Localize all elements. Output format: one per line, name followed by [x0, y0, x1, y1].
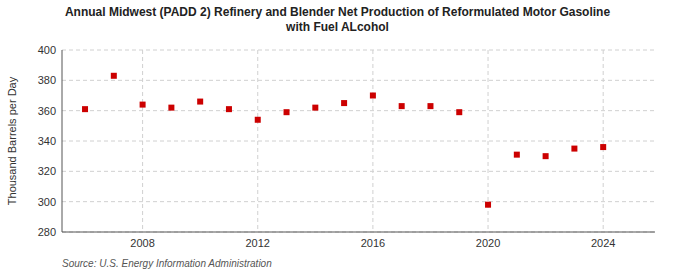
plot-area [62, 50, 655, 232]
grid [62, 50, 655, 232]
x-axis-line [62, 232, 655, 233]
grid-line-x [603, 50, 604, 232]
chart-svg: Annual Midwest (PADD 2) Refinery and Ble… [0, 0, 675, 275]
grid-line-y [62, 171, 655, 172]
point [284, 109, 290, 115]
y-tick-label: 320 [38, 165, 56, 177]
point [543, 153, 549, 159]
y-tick-label: 340 [38, 135, 56, 147]
x-tick-label: 2012 [246, 237, 270, 249]
point [456, 109, 462, 115]
grid-line-y [62, 110, 655, 111]
chart-container: Annual Midwest (PADD 2) Refinery and Ble… [0, 0, 675, 275]
grid-line-y [62, 232, 655, 233]
point [168, 105, 174, 111]
chart-title: Annual Midwest (PADD 2) Refinery and Ble… [65, 5, 610, 34]
point [226, 106, 232, 112]
x-tick-label: 2008 [130, 237, 154, 249]
point [312, 105, 318, 111]
y-tick-label: 280 [38, 226, 56, 238]
grid-line-y [62, 141, 655, 142]
point [341, 100, 347, 106]
grid-line-x [372, 50, 373, 232]
title-line: Annual Midwest (PADD 2) Refinery and Ble… [65, 5, 610, 19]
y-axis-line [62, 50, 63, 232]
y-tick-label: 360 [38, 105, 56, 117]
point [600, 144, 606, 150]
x-tick-label: 2016 [361, 237, 385, 249]
point [111, 73, 117, 79]
point [571, 146, 577, 152]
point [370, 93, 376, 99]
point [427, 103, 433, 109]
y-tick-label: 380 [38, 74, 56, 86]
source-note: Source: U.S. Energy Information Administ… [62, 258, 272, 269]
y-tick-label: 300 [38, 196, 56, 208]
grid-line-x [142, 50, 143, 232]
point [255, 117, 261, 123]
y-axis-label: Thousand Barrels per Day [6, 76, 18, 205]
point [140, 102, 146, 108]
point [82, 106, 88, 112]
point [485, 202, 491, 208]
x-tick-label: 2024 [591, 237, 615, 249]
point [514, 152, 520, 158]
grid-line-y [62, 80, 655, 81]
y-tick-label: 400 [38, 44, 56, 56]
grid-line-x [257, 50, 258, 232]
grid-line-y [62, 201, 655, 202]
x-tick-label: 2020 [476, 237, 500, 249]
points [82, 73, 606, 208]
title-line: with Fuel ALcohol [285, 20, 389, 34]
point [197, 99, 203, 105]
grid-line-y [62, 50, 655, 51]
point [399, 103, 405, 109]
